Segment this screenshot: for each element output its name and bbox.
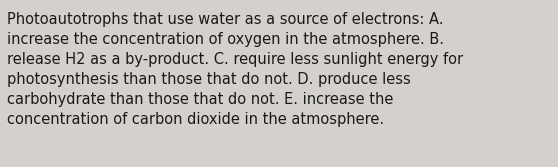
- Text: Photoautotrophs that use water as a source of electrons: A.
increase the concent: Photoautotrophs that use water as a sour…: [7, 12, 463, 127]
